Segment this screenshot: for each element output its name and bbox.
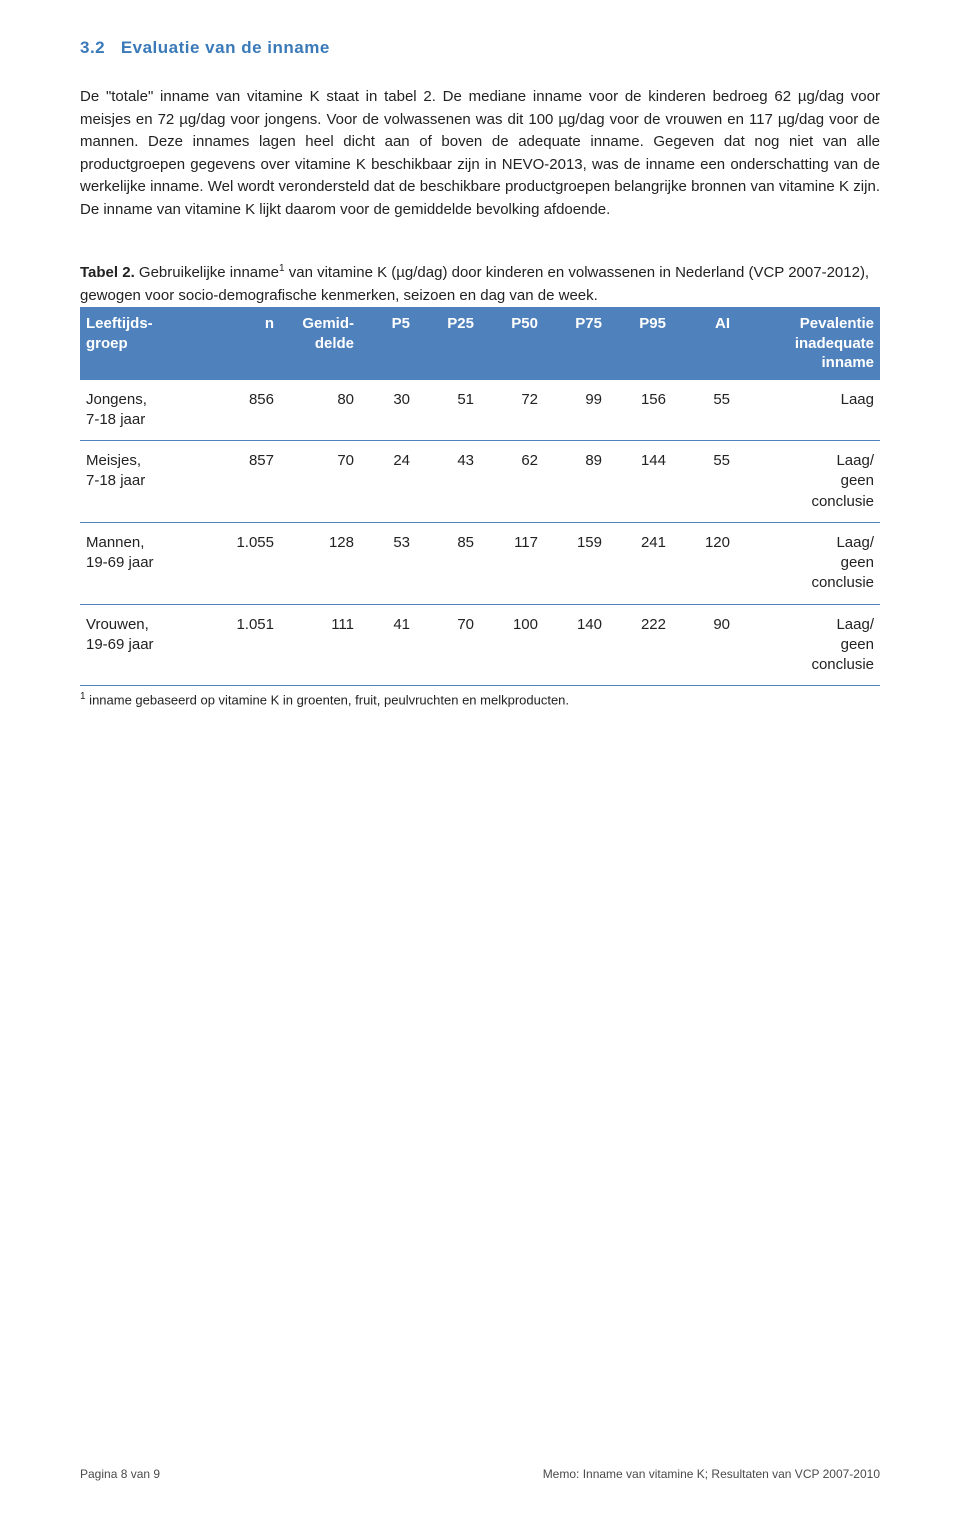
section-heading: 3.2 Evaluatie van de inname	[80, 38, 880, 58]
table-cell: 159	[544, 522, 608, 604]
intake-table: Leeftijds- groepnGemid- deldeP5P25P50P75…	[80, 307, 880, 686]
table-cell: 70	[280, 441, 360, 523]
column-header: Pevalentie inadequate inname	[736, 308, 880, 380]
table-cell: 90	[672, 604, 736, 686]
table-cell: Meisjes, 7-18 jaar	[80, 441, 216, 523]
table-cell: 53	[360, 522, 416, 604]
section-title: Evaluatie van de inname	[121, 38, 330, 57]
table-cell: 85	[416, 522, 480, 604]
caption-text: Gebruikelijke inname	[135, 264, 279, 281]
section-number: 3.2	[80, 38, 105, 57]
column-header: P75	[544, 308, 608, 380]
table-cell: 120	[672, 522, 736, 604]
table-cell: 41	[360, 604, 416, 686]
table-cell: 128	[280, 522, 360, 604]
column-header: P25	[416, 308, 480, 380]
column-header: P5	[360, 308, 416, 380]
table-cell: Laag/ geen conclusie	[736, 522, 880, 604]
table-body: Jongens, 7-18 jaar856803051729915655Laag…	[80, 379, 880, 686]
table-cell: 140	[544, 604, 608, 686]
table-cell: 24	[360, 441, 416, 523]
table-head: Leeftijds- groepnGemid- deldeP5P25P50P75…	[80, 308, 880, 380]
table-row: Jongens, 7-18 jaar856803051729915655Laag	[80, 379, 880, 441]
table-cell: 70	[416, 604, 480, 686]
table-cell: 117	[480, 522, 544, 604]
table-cell: 80	[280, 379, 360, 441]
table-cell: Laag	[736, 379, 880, 441]
table-cell: 55	[672, 379, 736, 441]
table-cell: 99	[544, 379, 608, 441]
table-cell: 30	[360, 379, 416, 441]
table-row: Meisjes, 7-18 jaar857702443628914455Laag…	[80, 441, 880, 523]
column-header: n	[216, 308, 280, 380]
column-header: P95	[608, 308, 672, 380]
table-cell: 89	[544, 441, 608, 523]
footnote-text: inname gebaseerd op vitamine K in groent…	[86, 693, 569, 708]
table-cell: 111	[280, 604, 360, 686]
table-cell: 241	[608, 522, 672, 604]
table-row: Vrouwen, 19-69 jaar1.0511114170100140222…	[80, 604, 880, 686]
table-cell: 144	[608, 441, 672, 523]
table-footnote: 1 inname gebaseerd op vitamine K in groe…	[80, 690, 880, 710]
header-row: Leeftijds- groepnGemid- deldeP5P25P50P75…	[80, 308, 880, 380]
table-cell: Mannen, 19-69 jaar	[80, 522, 216, 604]
table-cell: Vrouwen, 19-69 jaar	[80, 604, 216, 686]
table-cell: 100	[480, 604, 544, 686]
table-cell: 55	[672, 441, 736, 523]
table-cell: Laag/ geen conclusie	[736, 441, 880, 523]
table-cell: 856	[216, 379, 280, 441]
table-cell: 1.055	[216, 522, 280, 604]
table-row: Mannen, 19-69 jaar1.05512853851171592411…	[80, 522, 880, 604]
column-header: P50	[480, 308, 544, 380]
paragraph-body: De "totale" inname van vitamine K staat …	[80, 86, 880, 221]
footer-right: Memo: Inname van vitamine K; Resultaten …	[543, 1467, 880, 1481]
table-cell: 43	[416, 441, 480, 523]
footer-left: Pagina 8 van 9	[80, 1467, 160, 1481]
page-container: 3.2 Evaluatie van de inname De "totale" …	[0, 0, 960, 750]
table-cell: 72	[480, 379, 544, 441]
table-cell: 51	[416, 379, 480, 441]
caption-prefix: Tabel 2.	[80, 264, 135, 281]
table-cell: 222	[608, 604, 672, 686]
column-header: Leeftijds- groep	[80, 308, 216, 380]
table-caption: Tabel 2. Gebruikelijke inname1 van vitam…	[80, 261, 880, 307]
table-cell: 857	[216, 441, 280, 523]
table-cell: Jongens, 7-18 jaar	[80, 379, 216, 441]
page-footer: Pagina 8 van 9 Memo: Inname van vitamine…	[80, 1467, 880, 1481]
table-cell: Laag/ geen conclusie	[736, 604, 880, 686]
column-header: AI	[672, 308, 736, 380]
table-cell: 62	[480, 441, 544, 523]
column-header: Gemid- delde	[280, 308, 360, 380]
table-cell: 156	[608, 379, 672, 441]
table-cell: 1.051	[216, 604, 280, 686]
